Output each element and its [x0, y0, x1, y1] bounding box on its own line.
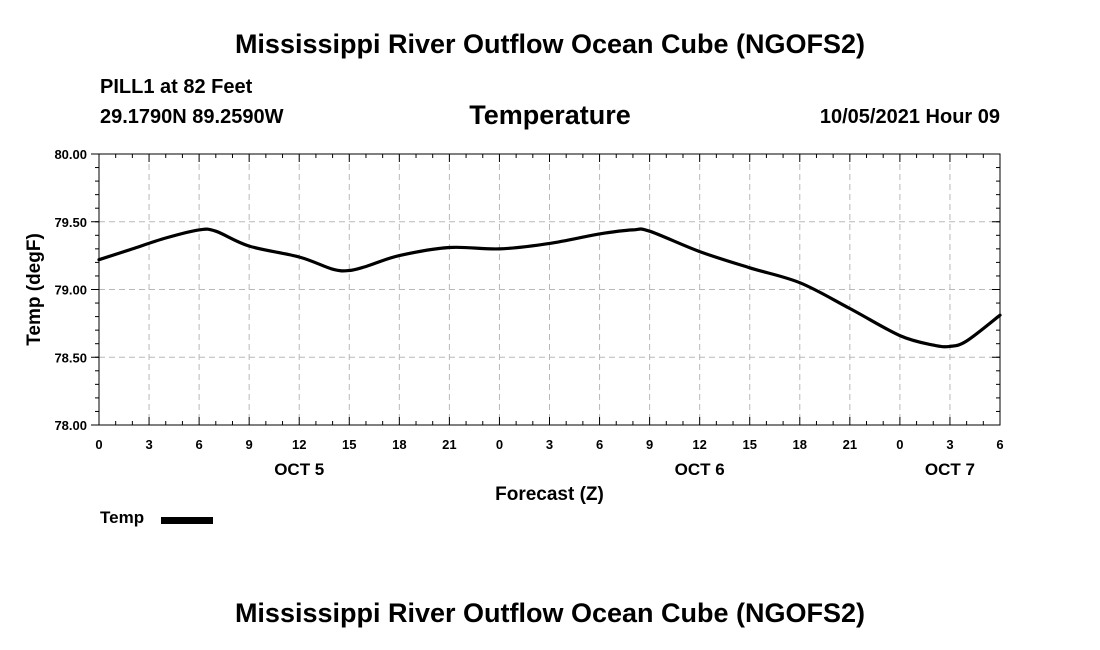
- forecast-datetime: 10/05/2021 Hour 09: [819, 106, 1000, 128]
- x-tick-label: 21: [843, 437, 857, 452]
- x-tick-label: 3: [145, 437, 152, 452]
- legend-swatch-temp: [161, 517, 213, 524]
- x-tick-label: 6: [596, 437, 603, 452]
- y-tick-label: 80.00: [54, 147, 87, 162]
- x-tick-label: 6: [996, 437, 1003, 452]
- coordinates-label: 29.1790N 89.2590W: [100, 106, 284, 128]
- y-tick-label: 78.00: [54, 418, 87, 433]
- date-label: OCT 5: [274, 460, 324, 479]
- date-label: OCT 6: [675, 460, 725, 479]
- station-label: PILL1 at 82 Feet: [100, 76, 253, 98]
- x-tick-label: 18: [793, 437, 807, 452]
- x-tick-label: 0: [896, 437, 903, 452]
- y-axis-label: Temp (degF): [24, 233, 45, 346]
- chart-subtitle: Temperature: [469, 100, 631, 130]
- x-tick-label: 0: [95, 437, 102, 452]
- legend-label: Temp: [100, 508, 145, 527]
- x-tick-label: 15: [742, 437, 756, 452]
- x-tick-label: 0: [496, 437, 503, 452]
- x-tick-label: 6: [195, 437, 202, 452]
- y-tick-label: 79.50: [54, 215, 87, 230]
- x-tick-label: 21: [442, 437, 456, 452]
- x-axis-label: Forecast (Z): [495, 484, 604, 505]
- y-tick-label: 79.00: [54, 283, 87, 298]
- x-tick-label: 3: [946, 437, 953, 452]
- axis-ticks: [91, 153, 1001, 426]
- grid: [99, 154, 1000, 425]
- x-tick-label: 9: [646, 437, 653, 452]
- date-label: OCT 7: [925, 460, 975, 479]
- chart-title: Mississippi River Outflow Ocean Cube (NG…: [234, 29, 866, 59]
- x-tick-label: 15: [342, 437, 356, 452]
- x-tick-label: 12: [292, 437, 306, 452]
- x-tick-label: 9: [246, 437, 253, 452]
- x-tick-label: 3: [546, 437, 553, 452]
- x-tick-label: 18: [392, 437, 406, 452]
- x-tick-label: 12: [692, 437, 706, 452]
- series-line-temp: [97, 227, 1002, 349]
- y-tick-label: 78.50: [54, 350, 87, 365]
- footer-title: Mississippi River Outflow Ocean Cube (NG…: [234, 598, 866, 628]
- axis-labels: 0 3 6 9 12 15 18 21 0 3 6 9 12 15 18 21 0 3 6 78.00 78.50 79.…: [54, 147, 1003, 479]
